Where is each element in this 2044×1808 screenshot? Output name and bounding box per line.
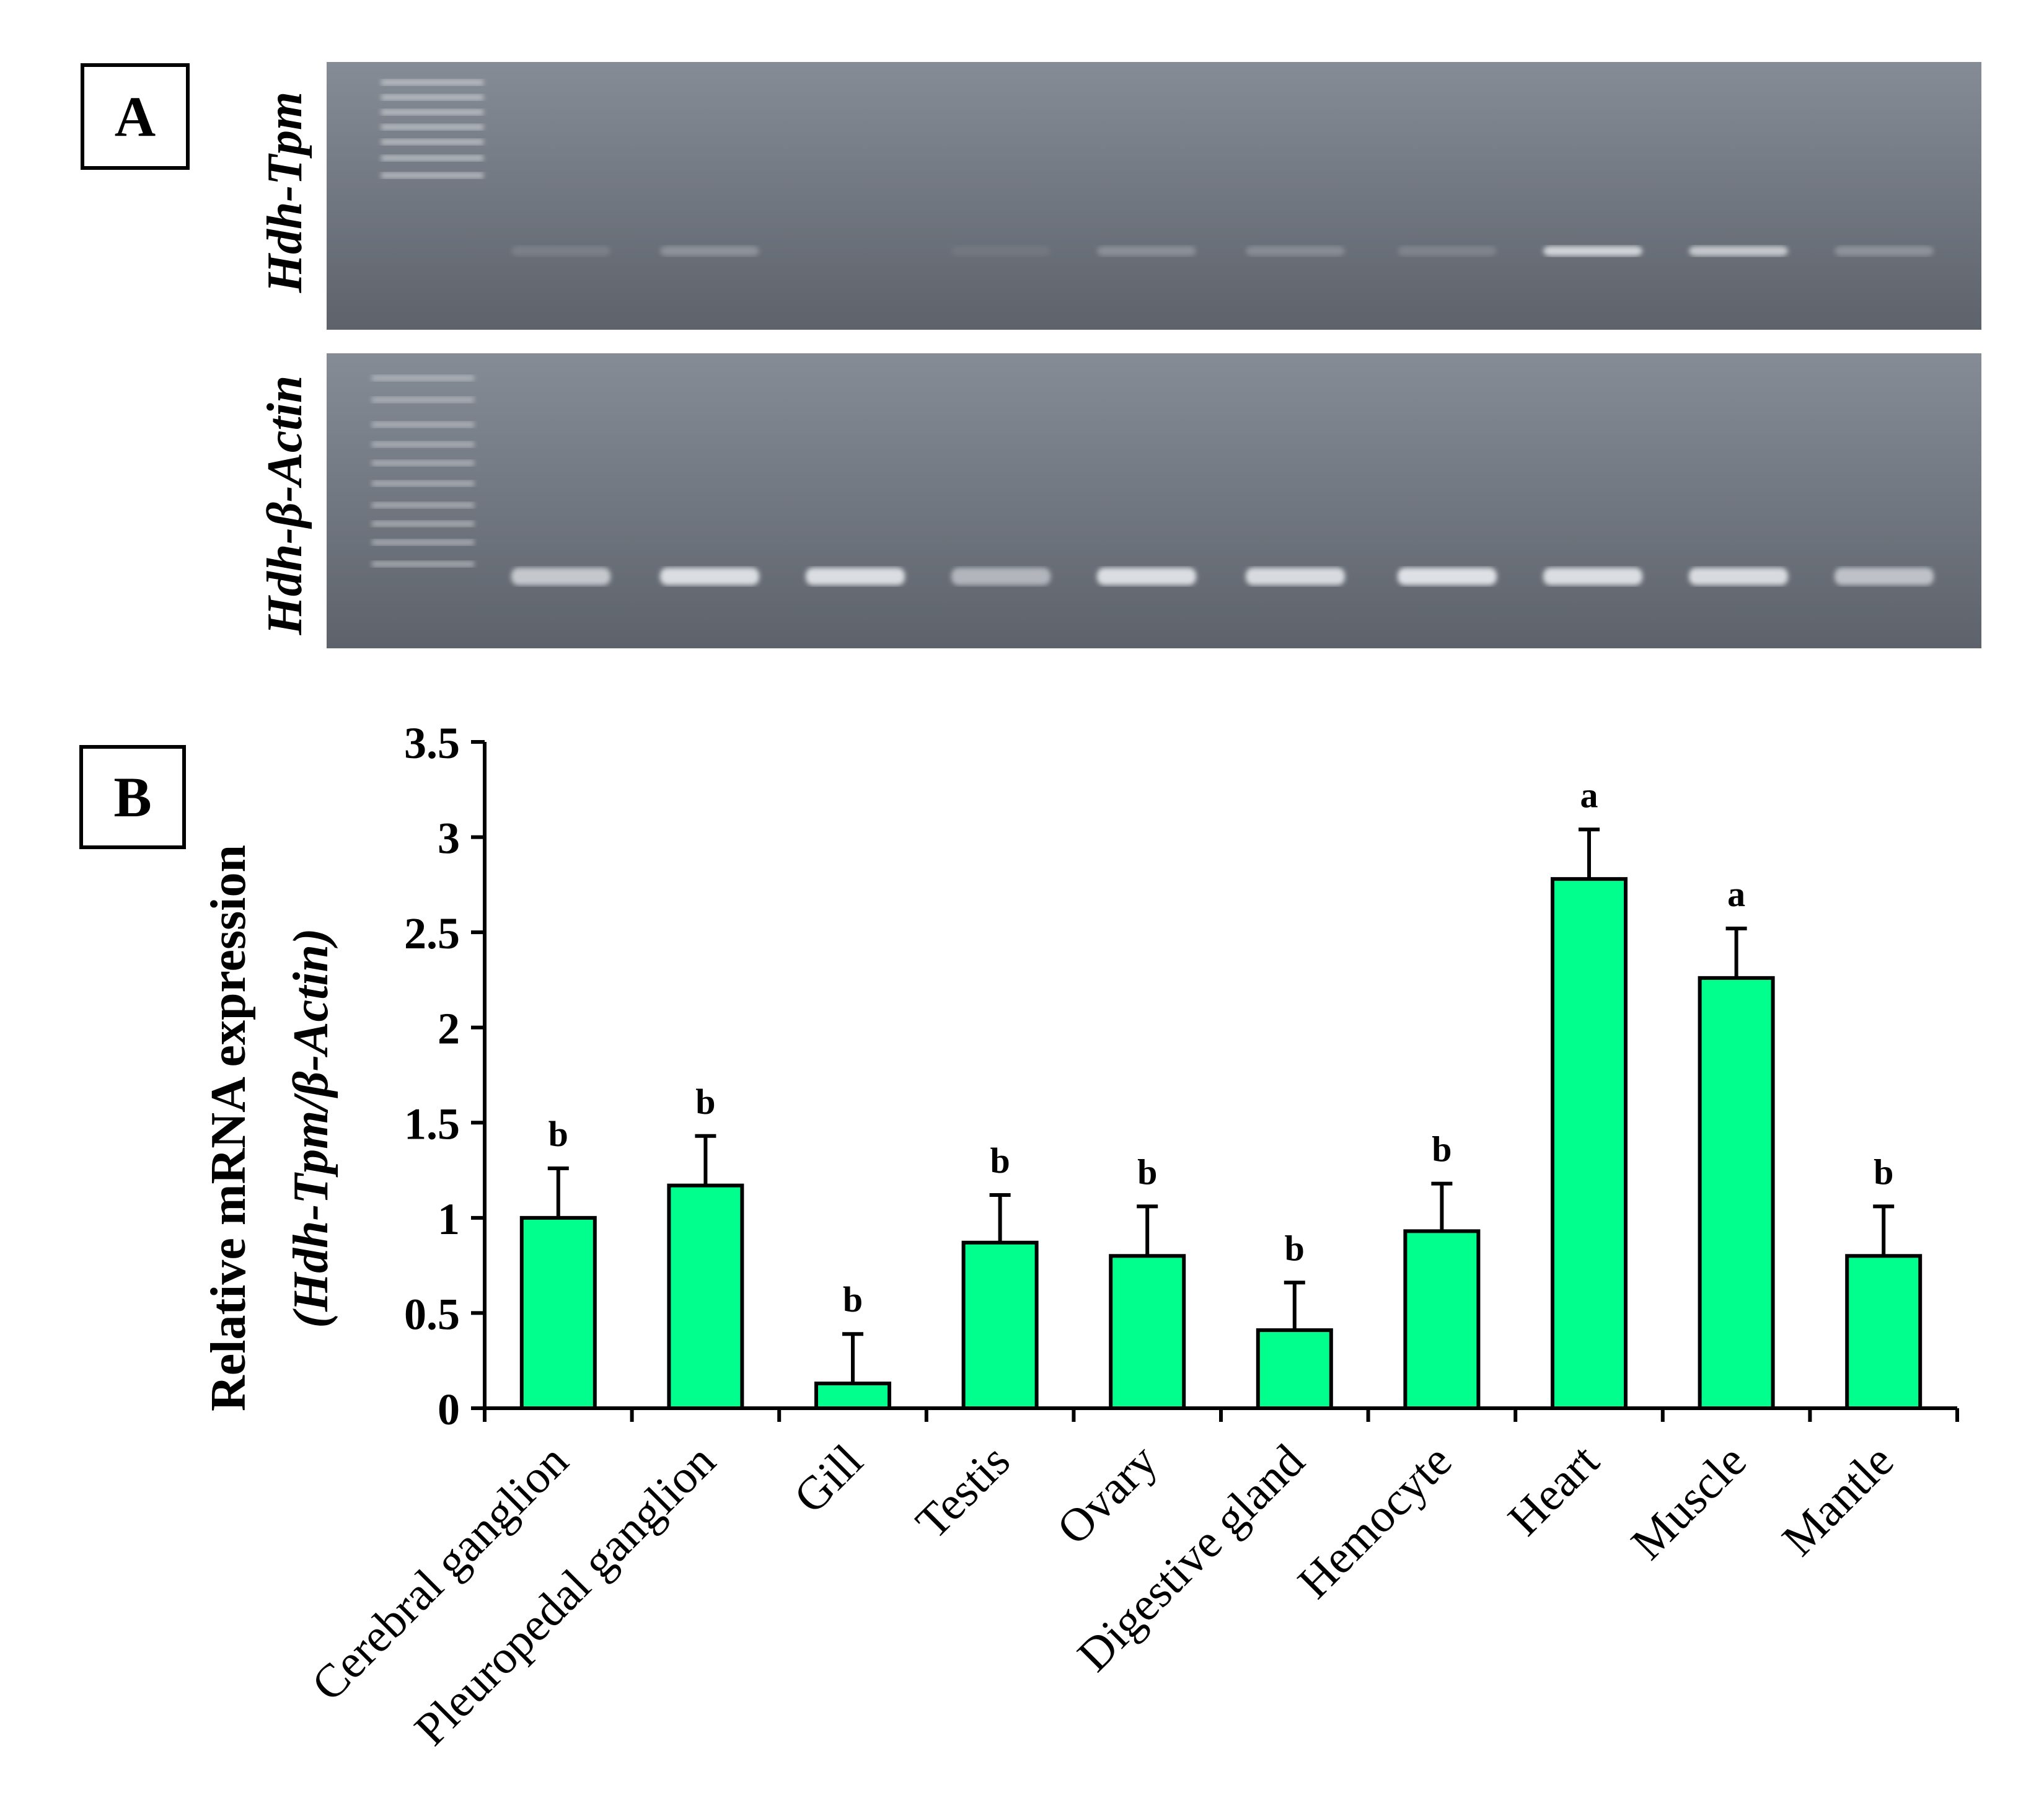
ladder-band: [372, 441, 474, 448]
ladder-band: [372, 460, 474, 466]
gel-band: [1398, 246, 1497, 256]
gel-band: [511, 568, 610, 585]
bar: [961, 1240, 1039, 1411]
ladder-band: [381, 79, 483, 86]
gel-band: [1543, 246, 1642, 256]
bar: [1256, 1328, 1333, 1411]
y-tick-label: 1.5: [404, 1099, 460, 1149]
y-tick-label: 2.5: [404, 909, 460, 958]
gel-band: [660, 568, 759, 585]
x-tick-label: Gill: [784, 1435, 873, 1524]
x-tick-label: Mantle: [1773, 1435, 1904, 1566]
significance-letter: b: [843, 1279, 863, 1320]
y-axis-label-line2: (Hdh-Tpm/β-Actin): [284, 928, 338, 1328]
x-tick-label: Cerebral ganglion: [302, 1435, 578, 1711]
bar: [1845, 1254, 1923, 1411]
bar: [1698, 976, 1775, 1411]
gel-band: [1246, 568, 1345, 585]
ladder-band: [381, 139, 483, 145]
gel-band: [511, 246, 610, 256]
bar: [1109, 1254, 1186, 1411]
bar: [519, 1215, 597, 1411]
gel-band: [1689, 246, 1788, 256]
bar: [1551, 877, 1628, 1410]
ladder-band: [381, 155, 483, 161]
x-tick-label: Testis: [906, 1435, 1020, 1549]
gel-band: [951, 246, 1051, 256]
ladder-band: [372, 561, 474, 567]
significance-letter: b: [695, 1082, 715, 1122]
gel-band: [951, 568, 1051, 585]
gel-tpm: [327, 62, 1981, 330]
significance-letter: b: [1137, 1152, 1157, 1192]
y-tick-label: 3: [438, 814, 460, 863]
gel-band: [1543, 568, 1642, 585]
y-tick-label: 0.5: [404, 1289, 460, 1339]
gel-band: [1835, 246, 1934, 256]
bar: [667, 1183, 744, 1410]
ladder-band: [381, 124, 483, 130]
gel-band: [1097, 246, 1196, 256]
y-tick-label: 1: [438, 1194, 460, 1244]
panel-b-label: B: [79, 745, 186, 849]
bar: [1403, 1229, 1481, 1411]
ladder-band: [372, 421, 474, 428]
y-axis-label-line1: Relative mRNA expression: [201, 845, 256, 1411]
ladder-band: [372, 480, 474, 487]
panel-a-label: A: [81, 63, 190, 170]
ladder-band: [381, 172, 483, 179]
significance-letter: b: [1874, 1152, 1893, 1192]
significance-letter: b: [1285, 1228, 1305, 1268]
gel-band: [806, 568, 905, 585]
ladder-band: [372, 502, 474, 508]
ladder-band: [372, 375, 474, 381]
gel-band: [660, 246, 759, 256]
significance-letter: b: [990, 1140, 1010, 1181]
gel-band: [1246, 246, 1345, 256]
significance-letter: b: [1432, 1129, 1452, 1170]
y-tick-label: 0: [438, 1385, 460, 1434]
x-tick-label: Heart: [1498, 1435, 1609, 1546]
significance-letter: a: [1727, 874, 1745, 914]
y-tick-label: 3.5: [404, 718, 460, 768]
gel-band: [1689, 568, 1788, 585]
gel-band: [1097, 568, 1196, 585]
x-tick-label: Hemocyte: [1288, 1435, 1461, 1608]
ladder-band: [372, 397, 474, 403]
ladder-band: [372, 539, 474, 545]
significance-letter: a: [1580, 775, 1598, 815]
bar: [814, 1382, 891, 1411]
ladder-band: [372, 521, 474, 527]
ladder-band: [381, 94, 483, 100]
significance-letter: b: [548, 1114, 568, 1154]
gel-actin: [327, 353, 1981, 648]
gel-band: [1835, 568, 1934, 585]
ladder-band: [381, 109, 483, 115]
x-tick-label: Ovary: [1047, 1435, 1168, 1555]
gel-band: [1398, 568, 1497, 585]
y-tick-label: 2: [438, 1004, 460, 1054]
gel-images: [327, 62, 1981, 648]
x-tick-label: Muscle: [1621, 1435, 1756, 1570]
